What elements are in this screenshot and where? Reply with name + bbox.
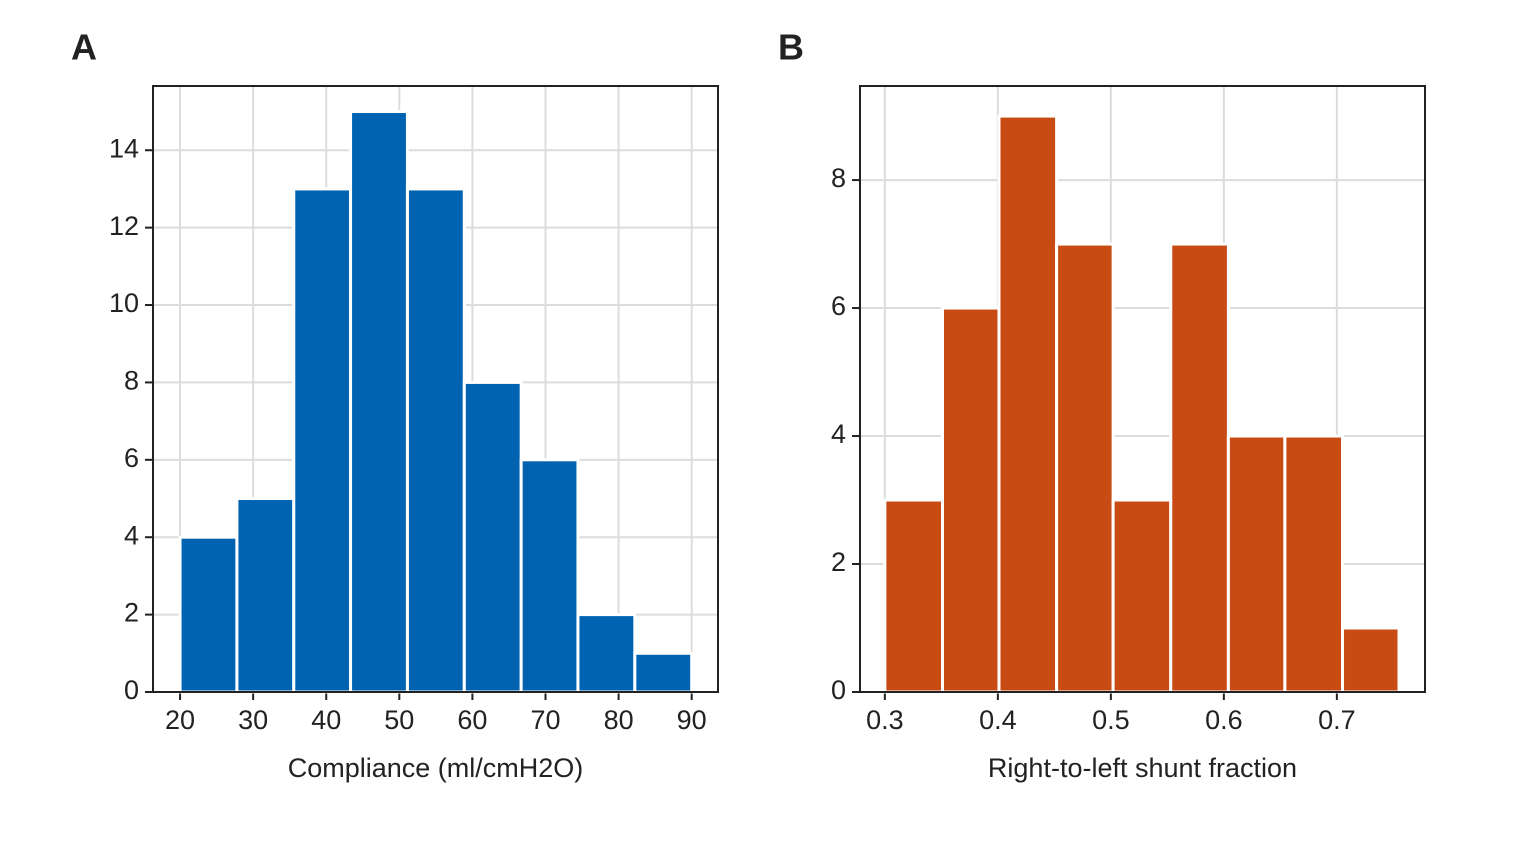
bar (883, 498, 944, 694)
bar (940, 306, 1001, 694)
bar (1111, 498, 1173, 694)
x-tick-label: 40 (311, 705, 341, 735)
y-tick-label: 6 (831, 291, 846, 321)
y-tick-label: 10 (109, 288, 139, 318)
bar (576, 613, 637, 694)
x-tick-label: 80 (604, 705, 634, 735)
bar (349, 110, 409, 694)
y-tick-label: 0 (831, 675, 846, 705)
bar (997, 114, 1059, 694)
plot-frame (152, 85, 719, 693)
x-tick-label: 30 (238, 705, 268, 735)
y-tick-label: 4 (831, 419, 846, 449)
bar (1226, 434, 1287, 694)
y-tick-label: 2 (124, 598, 139, 628)
x-tick-label: 0.7 (1318, 705, 1356, 735)
x-tick-label: 70 (530, 705, 560, 735)
y-tick-label: 2 (831, 547, 846, 577)
bar (1283, 434, 1345, 694)
y-tick-label: 0 (124, 675, 139, 705)
y-tick-label: 12 (109, 211, 139, 241)
x-tick-label: 60 (457, 705, 487, 735)
bar (462, 380, 523, 694)
bar (292, 187, 353, 694)
bar (633, 651, 694, 694)
bar (178, 535, 239, 694)
panel-label: B (778, 27, 804, 68)
x-tick-label: 0.4 (979, 705, 1017, 735)
y-tick-label: 14 (109, 133, 139, 163)
bar (1169, 242, 1230, 694)
bar (235, 497, 296, 694)
bar (519, 458, 580, 694)
x-tick-label: 0.5 (1092, 705, 1130, 735)
y-tick-label: 6 (124, 443, 139, 473)
y-tick-label: 8 (831, 163, 846, 193)
y-tick-label: 8 (124, 366, 139, 396)
bar (1055, 242, 1115, 694)
x-axis-label: Right-to-left shunt fraction (988, 753, 1297, 783)
bar (1341, 626, 1401, 694)
x-tick-label: 0.6 (1205, 705, 1243, 735)
x-tick-label: 0.3 (866, 705, 904, 735)
x-tick-label: 20 (165, 705, 195, 735)
panel-label: A (71, 27, 97, 68)
x-tick-label: 50 (384, 705, 414, 735)
y-tick-label: 4 (124, 520, 139, 550)
x-axis-label: Compliance (ml/cmH2O) (288, 753, 584, 783)
x-tick-label: 90 (677, 705, 707, 735)
plot-frame (859, 85, 1426, 693)
bar (405, 187, 466, 694)
